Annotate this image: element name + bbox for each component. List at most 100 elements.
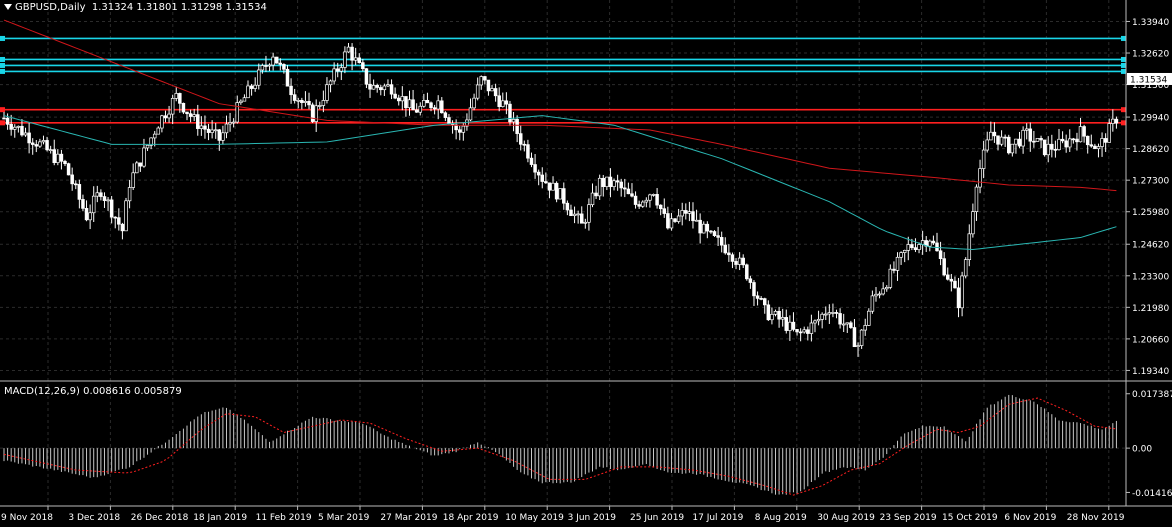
candle-body: [278, 62, 283, 65]
candle-body: [203, 125, 207, 130]
candle-body: [619, 181, 623, 189]
candle-body: [81, 199, 85, 209]
candle-body: [282, 64, 286, 70]
candle-body: [289, 85, 293, 96]
candle-body: [307, 100, 311, 106]
candle-body: [633, 195, 638, 205]
price-tick-label: 1.25980: [1132, 208, 1169, 218]
candle-body: [217, 129, 222, 141]
level-handle-left: [0, 62, 5, 68]
macd-tick-label: 0.017387: [1132, 390, 1172, 400]
candle-body: [791, 321, 796, 330]
price-tick-label: 1.28620: [1132, 145, 1169, 155]
dropdown-triangle-icon[interactable]: [4, 4, 12, 10]
candle-body: [615, 180, 620, 183]
price-tick-label: 1.32620: [1132, 50, 1169, 60]
candle-body: [974, 186, 979, 212]
time-tick-label: 3 Jun 2019: [568, 513, 617, 523]
candle-body: [400, 96, 405, 102]
candle-body: [440, 100, 444, 114]
level-handle-left: [0, 107, 5, 113]
candle-body: [694, 219, 699, 222]
candle-body: [745, 264, 749, 280]
macd-header: MACD(12,26,9) 0.008616 0.005879: [4, 386, 182, 397]
candle-body: [834, 312, 839, 314]
candle-body: [436, 100, 440, 110]
candle-body: [192, 114, 196, 117]
candle-body: [1064, 140, 1068, 148]
candle-body: [368, 83, 372, 90]
level-handle-right: [1121, 56, 1126, 62]
candle-body: [827, 312, 832, 315]
macd-signal-path: [3, 397, 1117, 496]
candle-body: [662, 208, 667, 214]
candle-body: [558, 188, 562, 200]
candle-body: [831, 312, 835, 314]
candle-body: [221, 132, 225, 141]
macd-signal-line: [3, 397, 1117, 496]
candle-body: [971, 211, 975, 235]
candle-body: [414, 109, 419, 113]
candle-body: [1089, 144, 1094, 147]
candle-body: [1096, 146, 1101, 150]
candle-body: [490, 88, 494, 92]
candle-body: [371, 84, 376, 90]
candle-body: [472, 97, 476, 109]
candle-body: [48, 149, 53, 151]
ohlc-values: 1.31324 1.31801 1.31298 1.31534: [91, 2, 267, 13]
candle-body: [30, 142, 35, 145]
candle-body: [892, 268, 896, 271]
candle-body: [705, 223, 710, 232]
time-axis-labels: 9 Nov 2018 3 Dec 2018 26 Dec 2018 18 Jan 20…: [1, 506, 1125, 523]
candle-body: [533, 164, 537, 173]
candle-body: [870, 295, 875, 312]
candle-body: [296, 99, 301, 102]
time-tick-label: 26 Dec 2018: [131, 513, 189, 523]
candle-body: [1093, 145, 1097, 150]
candle-body: [425, 99, 430, 104]
candle-body: [77, 184, 82, 200]
time-tick-label: 8 Aug 2019: [755, 513, 807, 523]
horizontal-levels[interactable]: [0, 35, 1126, 126]
candle-body: [178, 93, 182, 104]
candle-body: [823, 313, 828, 316]
ma-fast-line: [3, 115, 1117, 250]
candle-body: [23, 132, 28, 136]
candle-body: [411, 99, 415, 111]
candle-body: [160, 115, 164, 129]
candle-body: [170, 98, 175, 115]
candle-body: [540, 174, 545, 182]
time-tick-label: 18 Jan 2019: [193, 513, 247, 523]
candle-body: [859, 329, 864, 346]
candle-body: [2, 117, 6, 120]
candle-body: [249, 85, 254, 89]
candle-body: [845, 322, 850, 325]
candle-body: [953, 280, 957, 289]
candle-body: [1107, 123, 1111, 143]
time-tick-label: 15 Oct 2019: [942, 513, 998, 523]
candle-body: [1032, 140, 1036, 143]
candle-body: [483, 76, 487, 81]
time-tick-label: 5 Mar 2019: [318, 513, 370, 523]
level-handle-left: [0, 68, 5, 74]
candle-body: [318, 105, 322, 107]
time-tick-label: 3 Dec 2018: [68, 513, 120, 523]
price-tick-label: 1.27300: [1132, 177, 1169, 187]
candle-body: [755, 295, 760, 299]
candle-body: [508, 103, 512, 123]
macd-tick-label: -0.014165: [1132, 489, 1172, 499]
price-tick-label: 1.29940: [1132, 114, 1169, 124]
candle-body: [594, 192, 598, 197]
current-price-label: 1.31534: [1130, 75, 1167, 85]
candle-body: [669, 218, 674, 229]
price-candles: [2, 43, 1119, 357]
candle-body: [1100, 138, 1104, 147]
candle-body: [885, 287, 889, 290]
candle-body: [1103, 138, 1108, 143]
candle-body: [404, 96, 408, 109]
candle-body: [583, 221, 588, 224]
candle-body: [274, 56, 279, 64]
level-handle-right: [1121, 68, 1126, 74]
candle-body: [196, 114, 200, 129]
